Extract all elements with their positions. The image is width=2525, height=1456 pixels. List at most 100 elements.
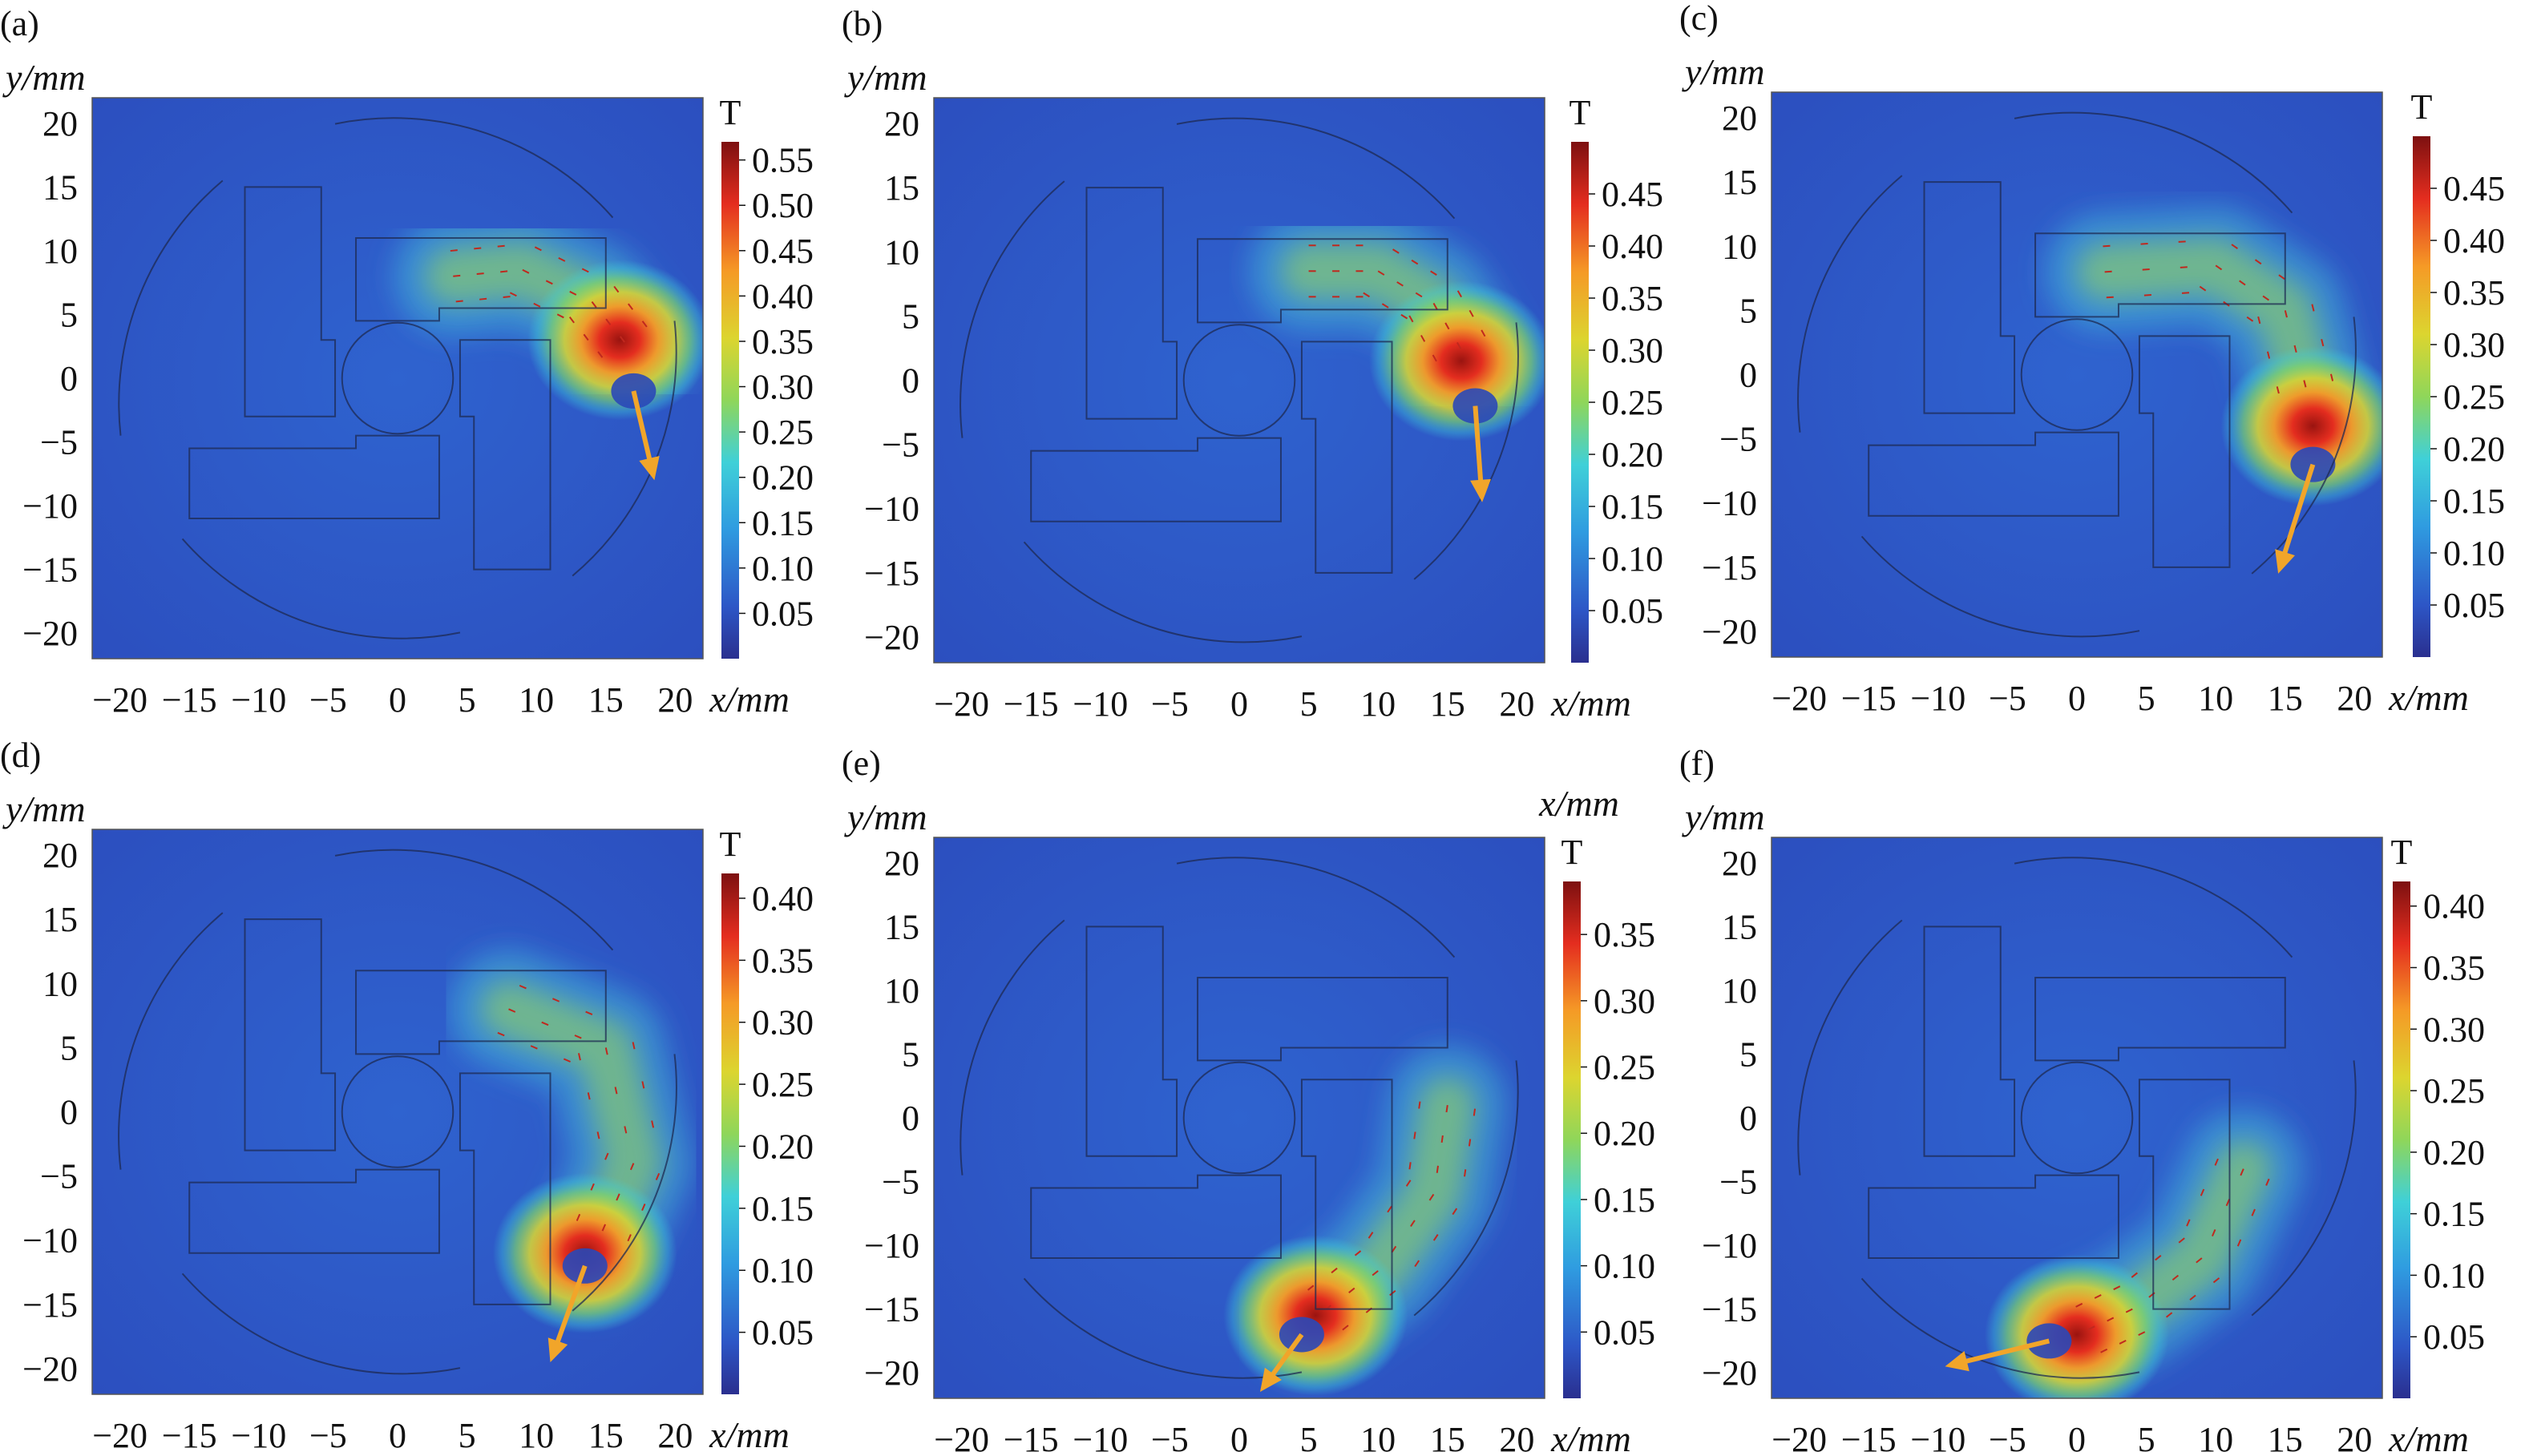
colorbar-tick-label: 0.25	[752, 1065, 814, 1104]
resultant-arrow-head	[1470, 478, 1492, 502]
colorbar-tick-label: 0.45	[2443, 169, 2505, 208]
colorbar-tick-label: 0.20	[1602, 435, 1663, 474]
y-tick-label: −15	[1702, 548, 1757, 587]
field-vector	[591, 300, 597, 309]
field-vector	[2262, 295, 2270, 301]
field-vector	[509, 292, 517, 297]
field-vector	[2103, 244, 2111, 248]
x-tick-label: 0	[1230, 684, 1248, 724]
rotor-arc	[181, 1272, 461, 1375]
field-vector	[541, 1021, 549, 1026]
y-tick-label: 0	[902, 361, 919, 401]
field-vector	[1342, 1325, 1349, 1331]
field-layer	[960, 117, 1545, 643]
field-vector	[2266, 351, 2271, 359]
plot-frame	[933, 97, 1545, 663]
x-tick-label: 15	[2268, 1420, 2303, 1456]
slot-outline	[1300, 1079, 1393, 1310]
x-tick-label: −5	[1989, 1420, 2026, 1456]
field-vector	[2106, 296, 2114, 299]
y-axis-label: y/mm	[844, 57, 927, 98]
x-tick-label: 10	[519, 680, 554, 720]
plot-frame	[1771, 91, 2383, 658]
y-tick-label: 5	[1739, 1035, 1757, 1074]
rotor-arc	[1797, 175, 1903, 433]
rotor-arc	[1023, 1277, 1303, 1379]
colorbar-label: T	[2411, 87, 2433, 127]
slot-outline	[1030, 437, 1282, 522]
field-vector	[1414, 1260, 1420, 1268]
panel-label: (d)	[0, 736, 41, 775]
colorbar-label: T	[1561, 833, 1583, 872]
field-vector	[2251, 1208, 2256, 1216]
panel-label: (f)	[1679, 744, 1715, 783]
y-tick-label: 15	[42, 167, 78, 207]
panel-label: (a)	[0, 4, 39, 43]
colorbar-tick-label: 0.10	[2423, 1256, 2485, 1295]
slot-outline	[1197, 238, 1448, 324]
y-tick-label: −20	[864, 1353, 919, 1393]
x-tick-label: −10	[231, 1416, 286, 1455]
field-vector	[2293, 345, 2297, 353]
field-vector	[556, 313, 564, 319]
colorbar-tick-label: 0.30	[2423, 1010, 2485, 1049]
field-vector	[1381, 303, 1389, 309]
field-vector	[476, 272, 484, 276]
field-vector	[2189, 1294, 2196, 1301]
colorbar	[1571, 142, 1589, 663]
x-tick-label: −20	[1772, 679, 1827, 718]
field-vector	[601, 1224, 606, 1232]
center-circle	[1182, 1061, 1296, 1175]
y-tick-label: −10	[1702, 484, 1757, 523]
field-vector	[613, 285, 620, 293]
panel-c: (c) y/mm x/mm −20 −15 −10 −5 0 5 10 15 20 20 15 10 5 0 −5…	[1679, 0, 2505, 718]
center-circle	[1182, 324, 1296, 437]
field-vector	[605, 318, 612, 325]
field-vector	[2155, 1255, 2162, 1261]
colorbar-tick-label: 0.05	[1594, 1313, 1655, 1352]
y-tick-label: 20	[884, 844, 919, 883]
colorbar-tick-label: 0.30	[752, 368, 814, 407]
y-tick-label: −5	[882, 1163, 919, 1202]
colorbar-tick-label: 0.40	[1602, 227, 1663, 266]
rotor-arc	[1176, 857, 1456, 958]
y-axis-label: y/mm	[1682, 797, 1765, 837]
x-tick-label: 15	[588, 1416, 624, 1455]
colorbar-tick-label: 0.30	[2443, 325, 2505, 365]
field-vector	[2278, 274, 2285, 280]
slot-outline	[188, 1168, 440, 1254]
field-vector	[627, 1234, 632, 1242]
field-vector	[641, 321, 648, 328]
y-tick-label: 0	[60, 1093, 78, 1132]
field-vector	[1377, 270, 1385, 276]
x-tick-label: −10	[1910, 1420, 1965, 1456]
field-vector	[585, 1010, 593, 1016]
x-tick-label: 0	[1230, 1420, 1248, 1456]
slot-outline	[244, 186, 337, 417]
x-tick-label: 0	[2068, 679, 2086, 718]
y-tick-label: 20	[1722, 99, 1757, 138]
y-tick-label: 10	[42, 964, 78, 1003]
y-tick-label: −10	[22, 1221, 78, 1260]
y-axis-label: y/mm	[844, 797, 927, 837]
x-tick-label: 10	[1360, 1420, 1396, 1456]
colorbar-tick-label: 0.20	[752, 458, 814, 498]
field-vector	[569, 290, 577, 296]
x-tick-label: −15	[1841, 679, 1897, 718]
field-vector	[1396, 281, 1404, 287]
rotor-arc	[2251, 317, 2357, 575]
field-vector	[1413, 1131, 1416, 1139]
field-vector	[1420, 334, 1426, 342]
x-tick-label: 10	[1360, 684, 1396, 724]
slot-outline	[1923, 181, 2016, 414]
field-vector	[2075, 1302, 2083, 1308]
resultant-arrow-head	[1259, 1367, 1282, 1393]
x-tick-label: 15	[588, 680, 624, 720]
x-tick-label: −15	[162, 680, 217, 720]
y-tick-label: 15	[884, 168, 919, 208]
x-tick-label: 20	[657, 680, 693, 720]
field-vector	[2178, 1237, 2185, 1244]
colorbar	[2413, 136, 2430, 657]
panel-e: (e) y/mm x/mm −20 −15 −10 −5 0 5 10 15 20 20 15 10 5 0 −5…	[842, 744, 1655, 1456]
field-vector	[1372, 1270, 1379, 1277]
